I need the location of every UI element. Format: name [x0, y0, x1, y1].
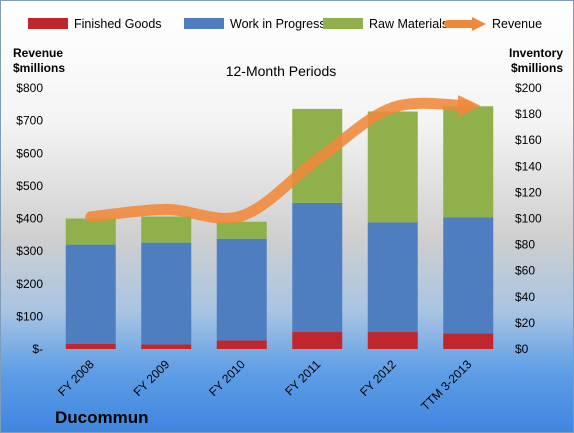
left-tick-label: $200 — [16, 277, 43, 291]
right-axis-ticks: $0 $20 $40 $60 $80 $100 $120 $140 $160 $180 $200 — [515, 81, 542, 356]
x-tick-label: FY 2011 — [282, 357, 323, 398]
legend: Finished Goods Work in Progress Raw Materi… — [28, 17, 542, 31]
right-tick-label: $180 — [515, 107, 542, 121]
revenue-line-group — [85, 95, 481, 224]
legend-label: Work in Progress — [230, 17, 326, 31]
bar-work-in-progress — [216, 238, 267, 341]
bar-raw-materials — [367, 111, 418, 223]
x-tick-label: FY 2009 — [131, 357, 173, 399]
x-tick-label: FY 2012 — [357, 357, 399, 399]
x-tick-label: TTM 3-2013 — [418, 357, 474, 413]
legend-swatch-finished-goods — [28, 18, 68, 29]
left-tick-label: $100 — [16, 309, 43, 323]
legend-label: Raw Materials — [369, 17, 448, 31]
right-tick-label: $200 — [515, 81, 542, 95]
revenue-line — [85, 97, 474, 224]
left-tick-label: $500 — [16, 179, 43, 193]
right-tick-label: $20 — [515, 316, 535, 330]
bar-finished-goods — [292, 332, 343, 349]
right-tick-label: $120 — [515, 185, 542, 199]
bar-raw-materials — [65, 218, 116, 245]
right-axis-title: Inventory — [509, 46, 563, 60]
bar-work-in-progress — [141, 242, 192, 345]
left-tick-label: $300 — [16, 244, 43, 258]
chart-subtitle: 12-Month Periods — [226, 63, 337, 79]
bar-raw-materials — [443, 106, 494, 218]
bar-work-in-progress — [292, 202, 343, 333]
bar-finished-goods — [443, 333, 494, 349]
bar-work-in-progress — [367, 222, 418, 333]
bar-raw-materials — [141, 216, 192, 243]
bar-finished-goods — [141, 344, 192, 349]
left-axis-title: Revenue — [13, 46, 63, 60]
legend-swatch-raw-materials — [323, 18, 363, 29]
left-tick-label: $400 — [16, 212, 43, 226]
x-axis-labels: FY 2008 FY 2009 FY 2010 FY 2011 FY 2012 TTM 3… — [55, 357, 475, 413]
right-tick-label: $80 — [515, 238, 535, 252]
left-tick-label: $800 — [16, 81, 43, 95]
right-axis-title-unit: $millions — [511, 61, 563, 75]
bar-work-in-progress — [443, 217, 494, 334]
left-axis-ticks: $- $100 $200 $300 $400 $500 $600 $700 $800 — [16, 81, 43, 356]
right-tick-label: $140 — [515, 159, 542, 173]
legend-label: Finished Goods — [74, 17, 162, 31]
bar-finished-goods — [216, 340, 267, 349]
bar-work-in-progress — [65, 244, 116, 344]
left-tick-label: $- — [32, 342, 43, 356]
left-tick-label: $700 — [16, 114, 43, 128]
left-tick-label: $600 — [16, 146, 43, 160]
revenue-arrowhead — [458, 95, 481, 118]
right-tick-label: $100 — [515, 212, 542, 226]
bar-series-group — [65, 106, 494, 349]
bar-finished-goods — [367, 332, 418, 349]
company-name: Ducommun — [55, 408, 149, 427]
right-tick-label: $160 — [515, 133, 542, 147]
right-tick-label: $0 — [515, 342, 529, 356]
bar-finished-goods — [65, 343, 116, 349]
legend-label: Revenue — [492, 17, 542, 31]
right-tick-label: $60 — [515, 264, 535, 278]
left-axis-title-unit: $millions — [13, 61, 65, 75]
x-tick-label: FY 2008 — [55, 357, 97, 399]
legend-arrow-revenue — [472, 17, 486, 31]
x-tick-label: FY 2010 — [206, 357, 248, 399]
legend-swatch-work-in-progress — [184, 18, 224, 29]
right-tick-label: $40 — [515, 290, 535, 304]
bar-raw-materials — [216, 221, 267, 239]
